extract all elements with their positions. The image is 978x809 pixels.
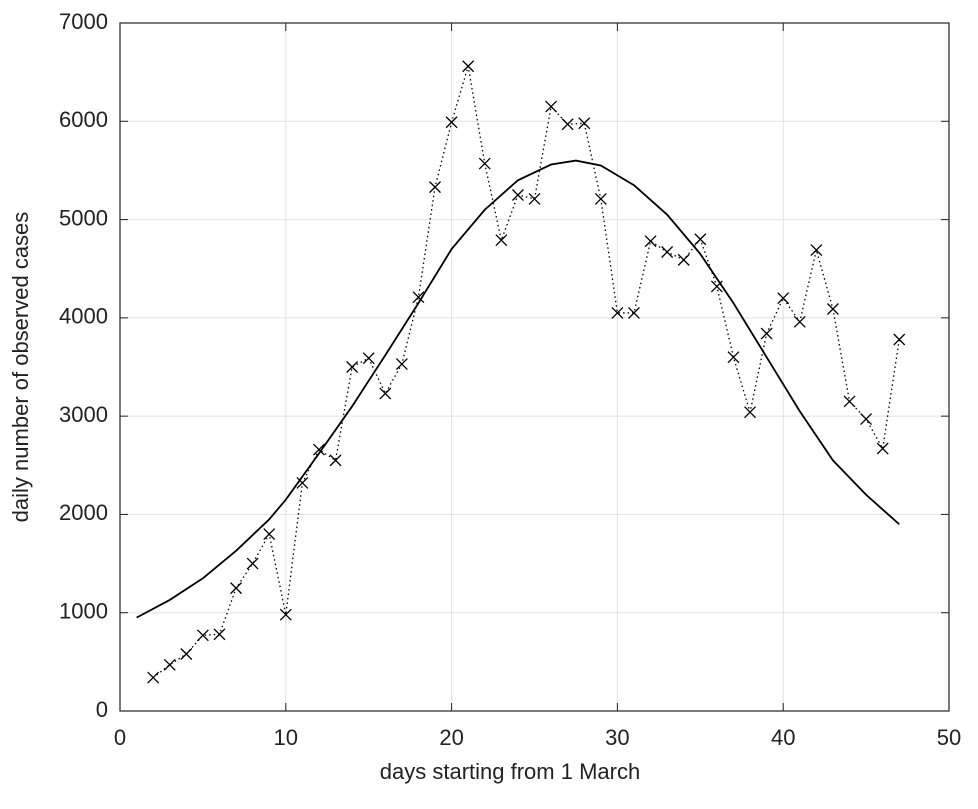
- series-line: [152, 66, 900, 679]
- data-point: [561, 118, 574, 131]
- data-point: [263, 528, 276, 541]
- data-point: [462, 60, 475, 73]
- data-point: [495, 234, 508, 247]
- data-point: [661, 246, 674, 258]
- data-point: [395, 358, 408, 371]
- data-point: [213, 628, 226, 641]
- x-tick-label: 40: [771, 725, 795, 750]
- y-axis-label: daily number of observed cases: [8, 212, 33, 523]
- data-point: [744, 406, 756, 419]
- data-point: [710, 280, 723, 293]
- data-point: [147, 671, 160, 684]
- data-point: [677, 253, 690, 266]
- x-tick-label: 10: [274, 725, 298, 750]
- data-point: [279, 608, 292, 621]
- data-point: [196, 629, 209, 642]
- data-point: [478, 157, 491, 170]
- data-point: [777, 292, 790, 305]
- x-tick-label: 20: [439, 725, 463, 750]
- data-point: [826, 303, 839, 315]
- data-point: [429, 181, 441, 194]
- data-point: [445, 116, 458, 129]
- data-point: [727, 351, 740, 364]
- data-point: [893, 333, 906, 346]
- data-point: [644, 235, 657, 248]
- data-point: [578, 117, 591, 130]
- data-point: [876, 442, 889, 455]
- series-line: [136, 159, 900, 619]
- x-tick-label: 0: [114, 725, 126, 750]
- data-point: [760, 327, 773, 340]
- data-point: [346, 361, 359, 373]
- data-point: [412, 291, 425, 304]
- y-tick-label: 1000: [59, 599, 108, 624]
- data-point: [163, 658, 176, 671]
- data-point: [379, 387, 392, 400]
- y-tick-label: 2000: [59, 500, 108, 525]
- y-tick-label: 3000: [59, 402, 108, 427]
- data-point: [843, 395, 856, 408]
- data-point: [362, 352, 375, 365]
- data-point: [694, 233, 707, 246]
- plot-frame: [119, 22, 950, 712]
- data-point: [594, 192, 607, 205]
- x-axis-label: days starting from 1 March: [380, 759, 640, 784]
- data-point: [611, 306, 624, 319]
- data-point: [860, 413, 873, 426]
- data-point: [628, 306, 640, 319]
- y-tick-label: 6000: [59, 107, 108, 132]
- data-point: [246, 557, 259, 570]
- data-point: [528, 192, 541, 205]
- data-point: [180, 648, 193, 660]
- data-point: [793, 315, 806, 328]
- y-tick-label: 5000: [59, 205, 108, 230]
- data-point: [329, 454, 342, 467]
- y-tick-label: 0: [96, 697, 108, 722]
- x-tick-label: 30: [605, 725, 629, 750]
- data-point: [296, 477, 309, 489]
- data-point: [511, 189, 524, 201]
- data-point: [545, 100, 558, 113]
- data-point: [810, 244, 823, 256]
- data-point: [230, 582, 243, 595]
- data-point: [313, 443, 325, 456]
- y-tick-label: 4000: [59, 304, 108, 329]
- y-tick-label: 7000: [59, 9, 108, 34]
- x-tick-label: 50: [937, 725, 961, 750]
